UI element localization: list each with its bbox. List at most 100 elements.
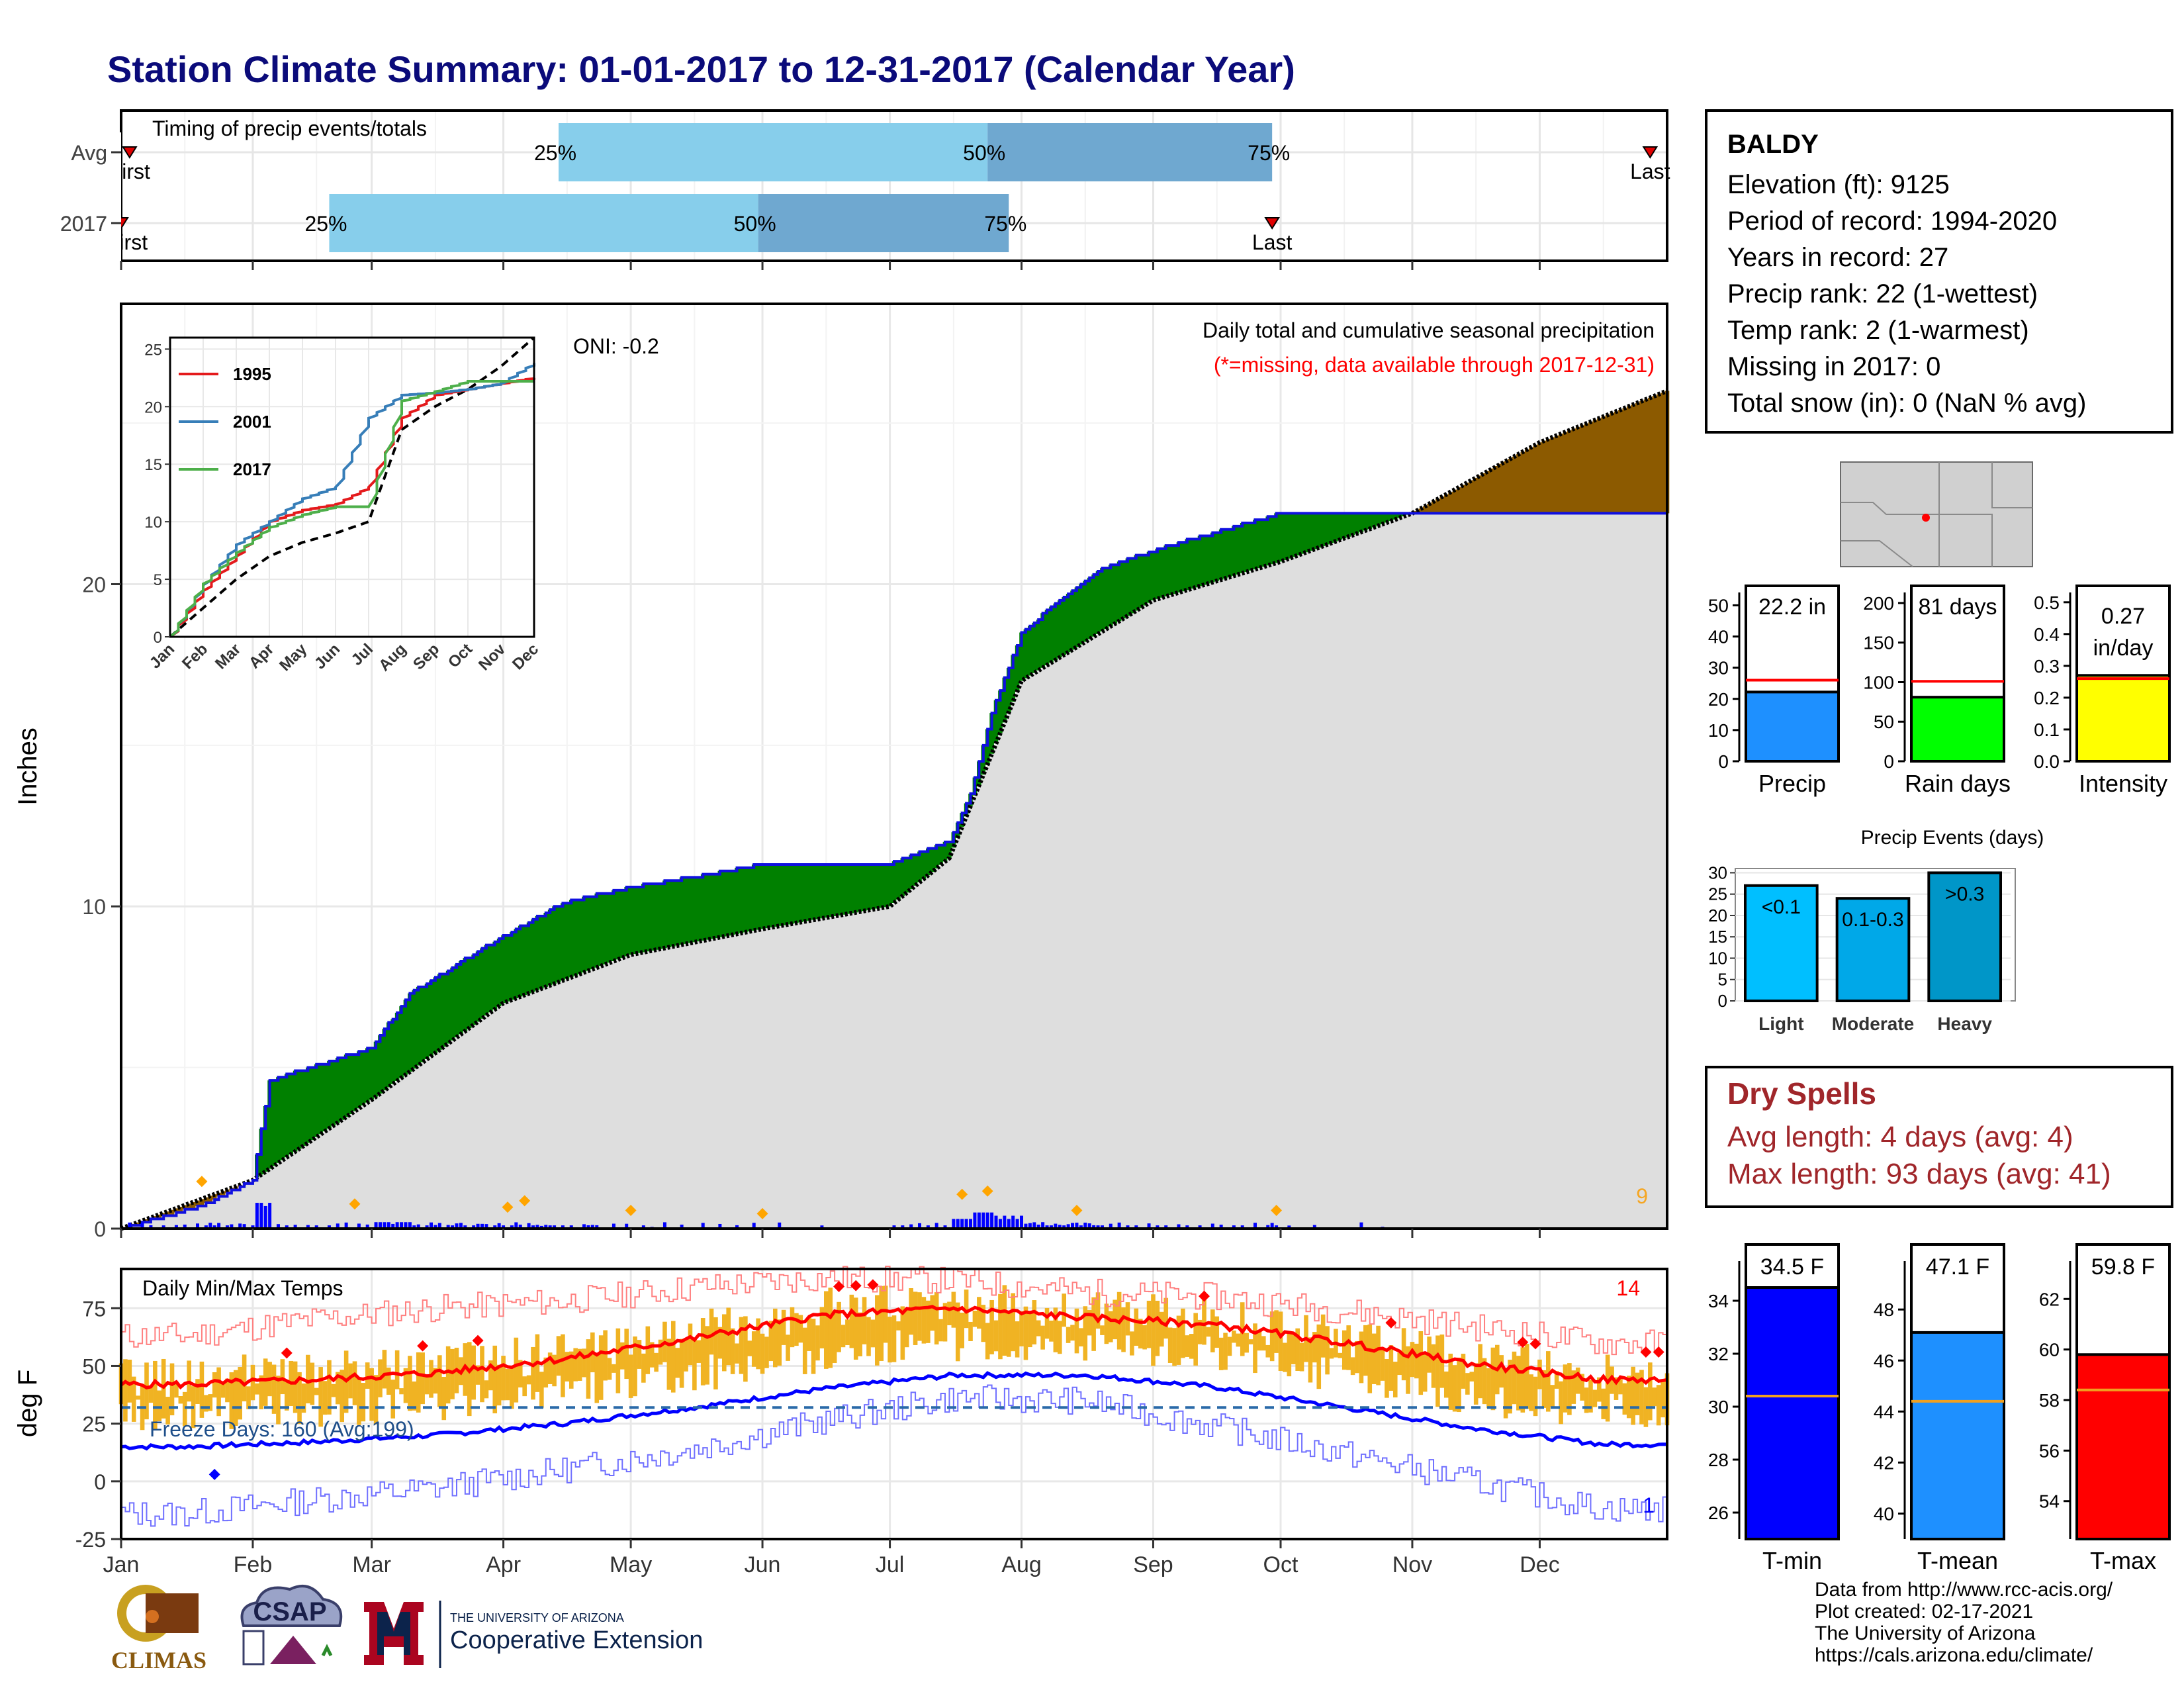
temp-mini-ytick-label: 28 <box>1708 1450 1729 1470</box>
temp-daily-bar <box>352 1361 357 1405</box>
temp-daily-bar <box>849 1294 854 1348</box>
temp-record-high-marker <box>850 1280 862 1291</box>
daily-precip-bar <box>1287 1225 1291 1229</box>
temp-daily-bar <box>1163 1297 1169 1339</box>
temp-daily-bar <box>1482 1358 1487 1405</box>
temp-daily-bar <box>603 1330 608 1381</box>
dry-spells-panel: Dry Spells Avg length: 4 days (avg: 4) M… <box>1705 1066 2173 1208</box>
temp-daily-bar <box>297 1372 302 1425</box>
temp-daily-bar <box>399 1388 404 1395</box>
temp-daily-bar <box>1121 1307 1126 1352</box>
daily-precip-bar <box>404 1222 408 1229</box>
temp-daily-bar <box>1193 1313 1198 1366</box>
daily-precip-bar <box>212 1225 216 1229</box>
temp-daily-bar <box>904 1308 909 1348</box>
temp-daily-bar <box>624 1329 629 1380</box>
daily-precip-bar <box>1117 1222 1121 1229</box>
climas-logo: CLIMAS <box>111 1585 206 1673</box>
temp-mini-bar <box>1745 1286 1840 1540</box>
mini-ytick-label: 0 <box>1884 751 1894 772</box>
temp-daily-bar <box>437 1355 442 1407</box>
daily-precip-bar <box>1092 1225 1096 1229</box>
daily-precip-bar <box>1087 1223 1091 1229</box>
record-max-line <box>121 1265 1668 1356</box>
temp-daily-bar <box>866 1317 871 1356</box>
temp-daily-bar <box>1134 1308 1139 1346</box>
timing-last-marker <box>1642 146 1659 159</box>
temp-daily-bar <box>968 1321 973 1342</box>
temp-daily-bar <box>310 1362 315 1405</box>
precip-title: Daily total and cumulative seasonal prec… <box>1203 318 1655 342</box>
mini-ytick-label: 0.5 <box>2034 592 2060 613</box>
daily-precip-bar <box>238 1223 242 1229</box>
mini-ytick-label: 0.0 <box>2034 751 2060 772</box>
temp-daily-bar <box>174 1382 179 1398</box>
daily-precip-bar <box>429 1222 433 1229</box>
temp-daily-bar <box>1575 1367 1580 1394</box>
dry-spells-title: Dry Spells <box>1727 1076 1876 1111</box>
daily-precip-bar <box>1049 1225 1053 1229</box>
temp-daily-bar <box>327 1360 332 1415</box>
timing-last-label: Last <box>1252 230 1293 254</box>
daily-precip-bar <box>1007 1219 1011 1229</box>
temp-daily-bar <box>335 1372 340 1405</box>
temp-daily-bar <box>1618 1379 1623 1395</box>
temp-daily-bar <box>717 1327 723 1359</box>
temp-daily-bar <box>390 1380 396 1419</box>
station-period: Period of record: 1994-2020 <box>1727 207 2058 236</box>
daily-precip-bar <box>1198 1225 1202 1229</box>
temp-daily-bar <box>561 1334 565 1397</box>
temp-daily-bar <box>531 1346 535 1400</box>
temp-daily-bars <box>118 1285 1670 1430</box>
temp-daily-bar <box>225 1378 230 1403</box>
temp-daily-bar <box>348 1363 353 1399</box>
temp-daily-bar <box>569 1351 574 1389</box>
temp-daily-bar <box>1508 1360 1512 1414</box>
temp-daily-bar <box>1244 1333 1249 1353</box>
daily-precip-bar <box>1096 1225 1100 1229</box>
temp-daily-bar <box>284 1382 289 1411</box>
temp-daily-bar <box>709 1308 714 1355</box>
temp-daily-bar <box>1210 1309 1215 1352</box>
daily-precip-bar <box>1045 1225 1049 1229</box>
temp-daily-bar <box>760 1333 765 1374</box>
daily-precip-bar <box>365 1224 369 1229</box>
temp-daily-bar <box>1546 1351 1551 1412</box>
temp-daily-bar <box>1227 1336 1232 1356</box>
mini-ytick-label: 100 <box>1863 672 1894 692</box>
temp-daily-bar <box>1167 1327 1173 1363</box>
temp-daily-bar <box>989 1299 994 1354</box>
station-precip-rank: Precip rank: 22 (1-wettest) <box>1727 279 2038 308</box>
daily-precip-marker <box>1271 1205 1283 1217</box>
temp-daily-bar <box>815 1325 820 1361</box>
daily-precip-bar <box>1032 1222 1036 1229</box>
temp-daily-bar <box>1457 1357 1461 1413</box>
temp-xtick-label: Oct <box>1263 1552 1298 1577</box>
main-title: Station Climate Summary: 01-01-2017 to 1… <box>107 48 1295 90</box>
station-snow: Total snow (in): 0 (NaN % avg) <box>1727 389 2087 418</box>
temp-record-high-marker <box>1198 1290 1210 1302</box>
temp-daily-bar <box>1563 1364 1568 1413</box>
temp-xtick-label: May <box>610 1552 652 1577</box>
temp-daily-bar <box>675 1348 680 1378</box>
daily-precip-bar <box>416 1224 420 1229</box>
mini-ytick-label: 50 <box>1708 595 1729 616</box>
dry-spells-max: Max length: 93 days (avg: 41) <box>1727 1158 2111 1190</box>
temp-daily-bar <box>314 1387 319 1395</box>
temp-summary-bars: 26 28 30 32 34 34.5 F T-min 40 42 44 46 48 47.1 F T-m… <box>1708 1243 2171 1574</box>
temp-daily-bar <box>484 1380 489 1399</box>
daily-precip-bars <box>128 1203 1385 1229</box>
temp-daily-bar <box>654 1352 659 1372</box>
temp-daily-bar <box>271 1364 277 1414</box>
station-name: BALDY <box>1727 130 1819 159</box>
temp-daily-bar <box>208 1394 213 1411</box>
daily-precip-bar <box>531 1225 535 1229</box>
daily-precip-bar <box>459 1223 463 1229</box>
temp-mini-ytick-label: 62 <box>2039 1289 2060 1309</box>
temp-daily-bar <box>165 1397 170 1425</box>
temp-mini-value: 47.1 F <box>1926 1254 1989 1280</box>
mini-bar-label: Precip <box>1758 770 1826 797</box>
daily-precip-bar <box>918 1223 922 1229</box>
temp-record-high-marker <box>1385 1317 1397 1329</box>
